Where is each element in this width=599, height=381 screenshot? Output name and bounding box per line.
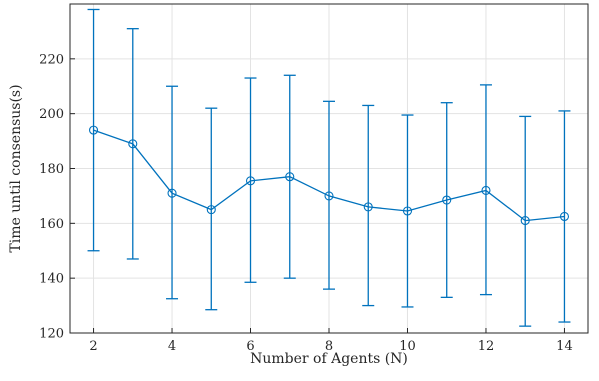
data-point	[285, 172, 295, 182]
x-tick-label: 2	[89, 339, 97, 354]
data-point	[559, 211, 570, 222]
x-tick-label: 14	[556, 339, 573, 354]
error-bar	[479, 84, 492, 296]
x-tick-label: 10	[399, 339, 416, 354]
error-bar	[362, 104, 375, 307]
x-tick-label: 8	[325, 339, 333, 354]
y-tick-label: 160	[39, 217, 64, 232]
data-points	[88, 125, 570, 226]
x-tick-label: 4	[168, 339, 176, 354]
data-point	[363, 202, 373, 212]
data-point	[88, 125, 99, 135]
data-point	[206, 205, 216, 215]
error-bar	[244, 77, 257, 283]
data-point	[402, 206, 413, 216]
data-point	[520, 216, 530, 226]
series-line	[93, 129, 565, 222]
y-tick-label: 220	[39, 52, 64, 67]
y-tick-label: 200	[39, 107, 64, 122]
x-axis-label: Number of Agents (N)	[250, 351, 408, 367]
x-tick-label: 12	[478, 339, 495, 354]
data-point	[481, 185, 491, 195]
data-point	[128, 139, 138, 149]
error-bar	[558, 110, 571, 323]
data-point	[442, 195, 452, 205]
axis-ticks: 2 4 6 8 10 12 14 120 140 160 180 200 220	[39, 52, 573, 354]
y-tick-label: 140	[39, 272, 64, 287]
y-axis-label: Time until consensus(s)	[8, 84, 24, 252]
data-point	[324, 191, 334, 201]
series-line-layer	[93, 129, 565, 222]
error-bar	[519, 115, 532, 327]
data-point	[167, 188, 177, 198]
y-tick-label: 180	[39, 162, 64, 177]
data-point	[245, 176, 256, 186]
x-tick-label: 6	[246, 339, 254, 354]
y-tick-label: 120	[39, 327, 64, 342]
